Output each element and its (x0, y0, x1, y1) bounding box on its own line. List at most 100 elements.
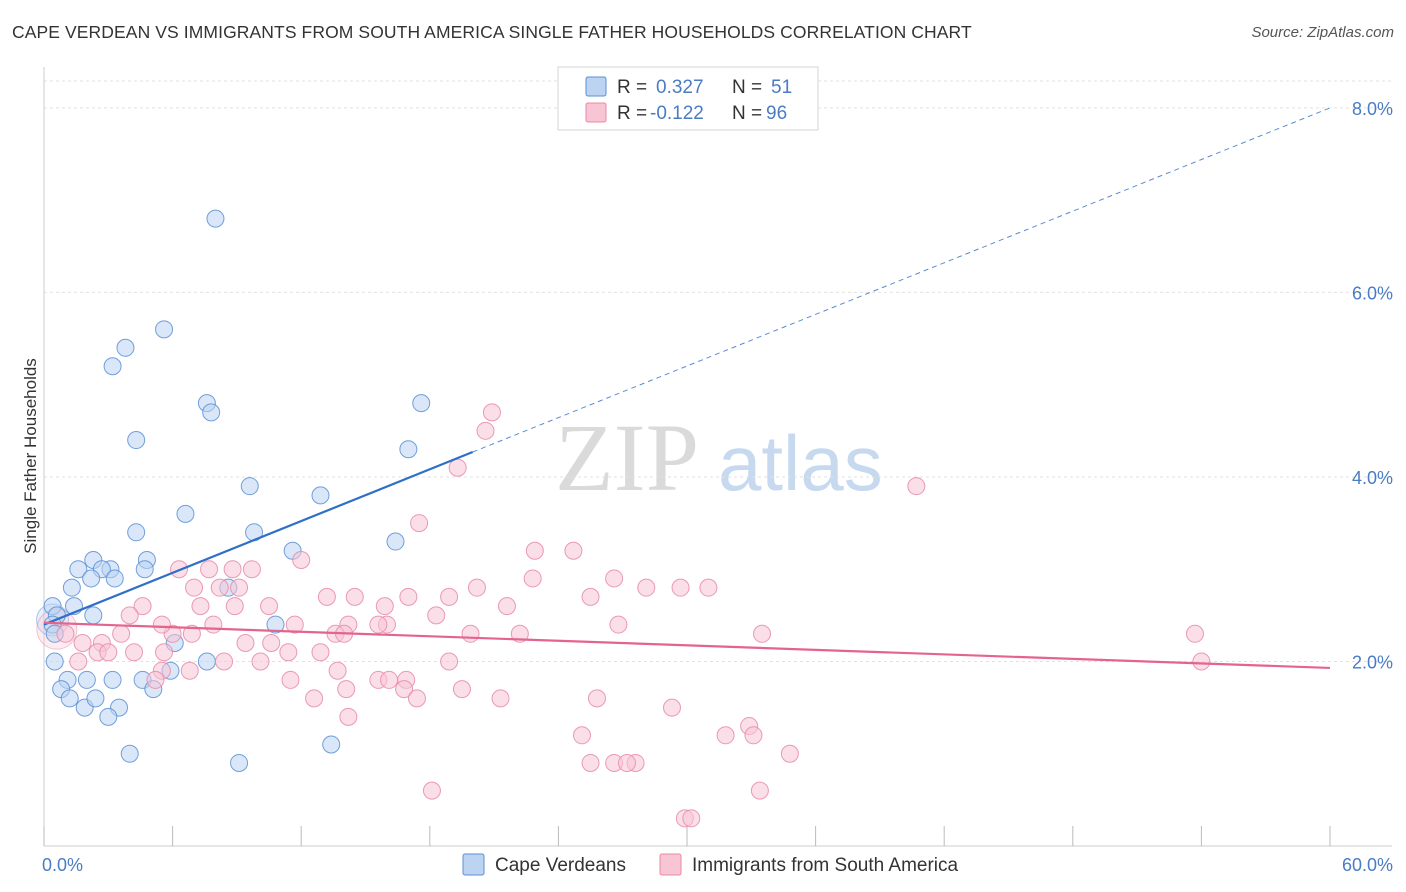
point-south-america (440, 652, 459, 671)
point-south-america (69, 652, 88, 671)
point-south-america (510, 624, 529, 643)
series-legend: Cape Verdeans Immigrants from South Amer… (462, 853, 959, 876)
point-cape-verdeans (127, 431, 146, 450)
legend-n-value-south-america: 96 (766, 103, 787, 124)
point-cape-verdeans (412, 394, 431, 413)
point-south-america (328, 661, 347, 680)
point-south-america (204, 615, 223, 634)
point-south-america (230, 578, 249, 597)
point-south-america (125, 643, 144, 662)
tick-labels: 2.0% 4.0% 6.0% 8.0% 0.0% 60.0% (42, 99, 1393, 875)
point-south-america (112, 624, 131, 643)
point-south-america (236, 634, 255, 653)
chart-title: CAPE VERDEAN VS IMMIGRANTS FROM SOUTH AM… (12, 22, 972, 42)
watermark-atlas: atlas (718, 419, 883, 507)
point-south-america (305, 689, 324, 708)
point-south-america (1192, 652, 1211, 671)
legend-swatch-south-america (585, 102, 607, 123)
point-south-america (99, 643, 118, 662)
point-south-america (581, 587, 600, 606)
point-south-america (279, 643, 298, 662)
point-south-america (476, 421, 495, 440)
point-south-america (395, 680, 414, 699)
point-cape-verdeans (206, 209, 225, 228)
point-cape-verdeans (311, 486, 330, 505)
point-south-america (155, 643, 174, 662)
point-south-america (1185, 624, 1204, 643)
y-tick-label: 6.0% (1352, 283, 1393, 303)
point-cape-verdeans (103, 357, 122, 376)
point-cape-verdeans (202, 403, 221, 422)
point-south-america (182, 624, 201, 643)
legend-r-label-cape-verdeans: R = (617, 77, 647, 98)
legend-swatch-cape-verdeans (585, 76, 607, 97)
point-south-america (281, 670, 300, 689)
point-south-america (375, 597, 394, 616)
legend-n-label-south-america: N = (732, 103, 762, 124)
y-tick-label: 8.0% (1352, 99, 1393, 119)
point-cape-verdeans (266, 615, 285, 634)
legend-r-value-south-america: -0.122 (650, 103, 704, 124)
source-label: Source: ZipAtlas.com (1251, 24, 1394, 41)
point-south-america (716, 726, 735, 745)
series-legend-label-south-america: Immigrants from South America (692, 855, 959, 876)
point-cape-verdeans (120, 744, 139, 763)
point-south-america (56, 624, 75, 643)
point-cape-verdeans (69, 560, 88, 579)
series-legend-label-cape-verdeans: Cape Verdeans (495, 855, 626, 876)
point-south-america (448, 458, 467, 477)
point-south-america (461, 624, 480, 643)
point-south-america (345, 587, 364, 606)
y-axis-label: Single Father Households (21, 358, 40, 554)
axes (43, 67, 1392, 847)
point-south-america (399, 587, 418, 606)
point-south-america (637, 578, 656, 597)
point-cape-verdeans (82, 569, 101, 588)
point-south-america (482, 403, 501, 422)
point-south-america (152, 615, 171, 634)
point-south-america (200, 560, 219, 579)
point-south-america (180, 661, 199, 680)
point-cape-verdeans (240, 477, 259, 496)
point-south-america (662, 698, 681, 717)
point-south-america (185, 578, 204, 597)
point-cape-verdeans (103, 670, 122, 689)
point-south-america (242, 560, 261, 579)
point-south-america (133, 597, 152, 616)
point-cape-verdeans (135, 560, 154, 579)
point-cape-verdeans (84, 606, 103, 625)
point-south-america (339, 707, 358, 726)
point-south-america (452, 680, 471, 699)
point-south-america (572, 726, 591, 745)
trend-extension-cape-verdeans (472, 107, 1331, 453)
watermark: ZIP atlas (555, 404, 883, 511)
legend-n-label-cape-verdeans: N = (732, 77, 762, 98)
point-south-america (587, 689, 606, 708)
point-cape-verdeans (105, 569, 124, 588)
point-cape-verdeans (176, 504, 195, 523)
point-south-america (609, 615, 628, 634)
y-tick-label: 2.0% (1352, 652, 1393, 672)
point-south-america (907, 477, 926, 496)
point-south-america (191, 597, 210, 616)
series-legend-swatch-cape-verdeans (462, 853, 485, 876)
point-south-america (523, 569, 542, 588)
point-south-america (753, 624, 772, 643)
point-cape-verdeans (116, 338, 135, 357)
point-south-america (564, 541, 583, 560)
point-cape-verdeans (155, 320, 174, 339)
point-south-america (410, 514, 429, 533)
point-south-america (422, 781, 441, 800)
point-cape-verdeans (322, 735, 341, 754)
point-south-america (744, 726, 763, 745)
series-legend-swatch-south-america (659, 853, 682, 876)
point-cape-verdeans (230, 753, 249, 772)
point-south-america (369, 615, 388, 634)
point-south-america (682, 809, 701, 828)
point-cape-verdeans (399, 440, 418, 459)
point-south-america (617, 753, 636, 772)
point-cape-verdeans (127, 523, 146, 542)
point-south-america (285, 615, 304, 634)
trend-lines (43, 107, 1331, 670)
legend-r-value-cape-verdeans: 0.327 (656, 77, 704, 98)
